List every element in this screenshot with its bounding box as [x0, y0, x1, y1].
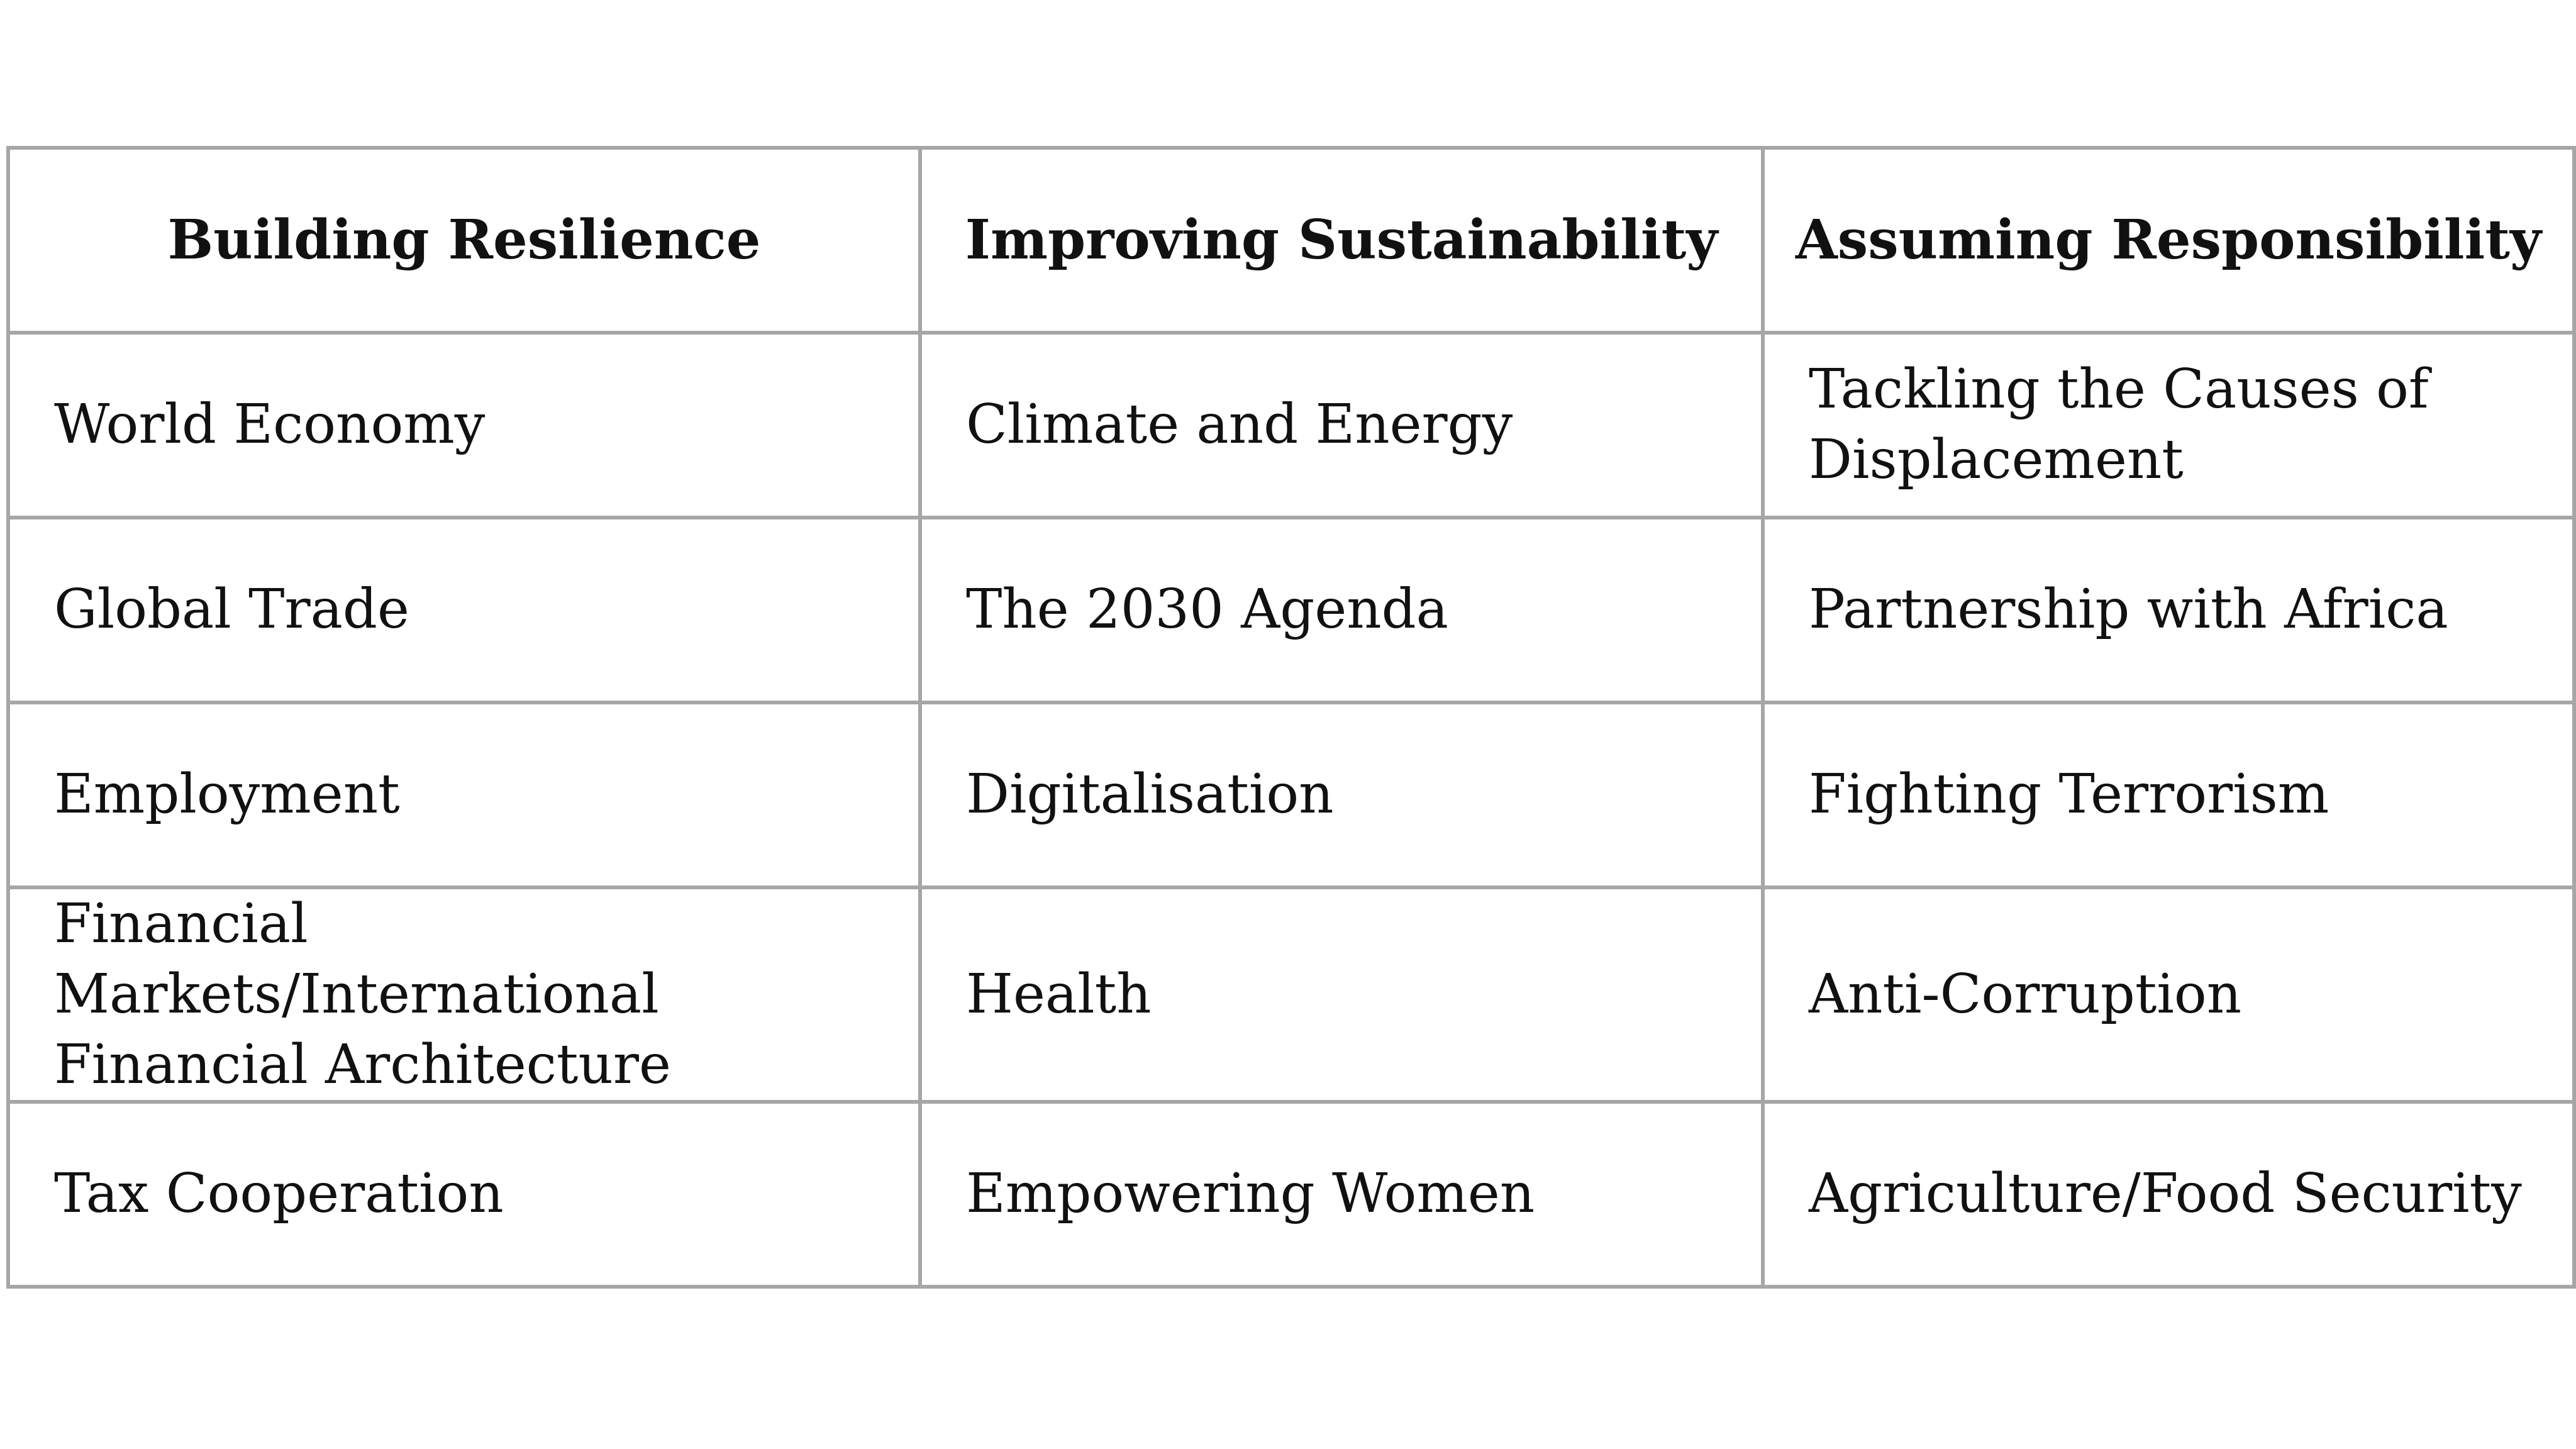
- column-header-building-resilience: Building Resilience: [6, 146, 922, 335]
- table-cell: Agriculture/Food Security: [1761, 1100, 2576, 1289]
- table-row: Employment Digitalisation Fighting Terro…: [6, 701, 2576, 889]
- column-header-assuming-responsibility: Assuming Responsibility: [1761, 146, 2576, 335]
- table-cell: Fighting Terrorism: [1761, 701, 2576, 889]
- table-cell: Anti-Corruption: [1761, 885, 2576, 1104]
- table-row: Financial Markets/International Financia…: [6, 885, 2576, 1104]
- table-cell: Climate and Energy: [918, 331, 1765, 519]
- table-cell: World Economy: [6, 331, 922, 519]
- table-cell: Tax Cooperation: [6, 1100, 922, 1289]
- table-cell: Financial Markets/International Financia…: [6, 885, 922, 1104]
- priorities-table-container: Building Resilience Improving Sustainabi…: [6, 146, 2576, 1289]
- column-header-improving-sustainability: Improving Sustainability: [918, 146, 1765, 335]
- table-cell: The 2030 Agenda: [918, 516, 1765, 704]
- table-header-row: Building Resilience Improving Sustainabi…: [6, 146, 2576, 335]
- priorities-table: Building Resilience Improving Sustainabi…: [6, 146, 2576, 1289]
- table-row: World Economy Climate and Energy Tacklin…: [6, 331, 2576, 519]
- table-cell: Digitalisation: [918, 701, 1765, 889]
- table-cell: Tackling the Causes of Displacement: [1761, 331, 2576, 519]
- table-cell: Empowering Women: [918, 1100, 1765, 1289]
- table-cell: Employment: [6, 701, 922, 889]
- table-cell: Global Trade: [6, 516, 922, 704]
- table-cell: Partnership with Africa: [1761, 516, 2576, 704]
- table-cell: Health: [918, 885, 1765, 1104]
- table-row: Global Trade The 2030 Agenda Partnership…: [6, 516, 2576, 704]
- table-row: Tax Cooperation Empowering Women Agricul…: [6, 1100, 2576, 1289]
